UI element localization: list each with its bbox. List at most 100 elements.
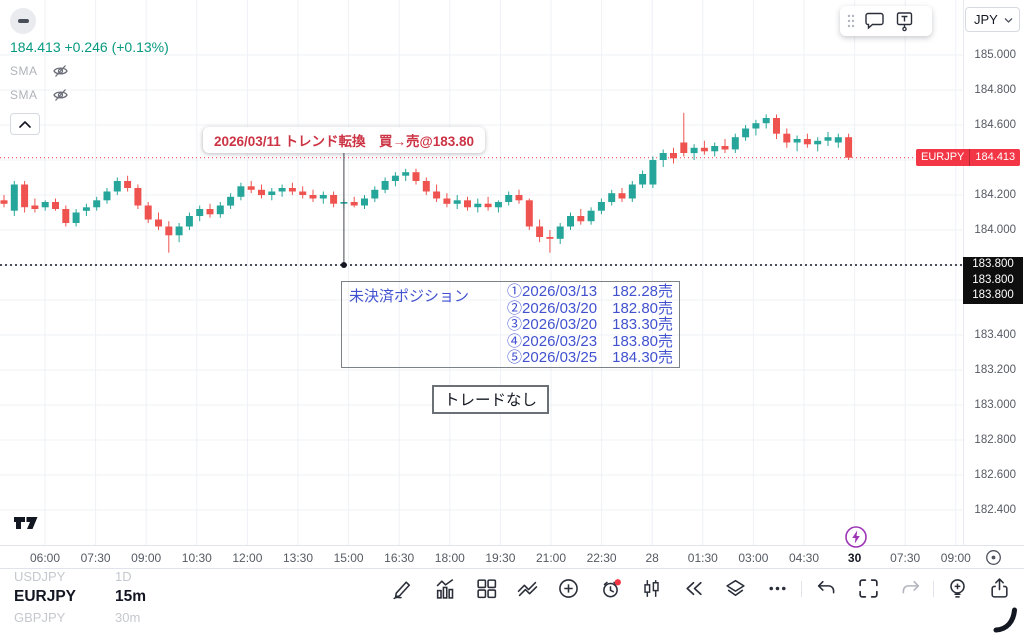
time-tick-label: 22:30 (586, 551, 617, 565)
price-tick-label: 184.800 (974, 84, 1016, 96)
position-row: ①2026/03/13 182.28売 (507, 283, 673, 300)
time-tick-label: 03:00 (738, 551, 769, 565)
current-price-label: EURJPY 184.413 (916, 149, 1021, 166)
drag-handle-icon[interactable] (847, 14, 855, 28)
currency-dropdown[interactable]: JPY (965, 7, 1020, 32)
reference-price-label: 183.800 (963, 272, 1023, 288)
time-tick-label: 04:30 (788, 551, 820, 565)
open-positions-box[interactable]: 未決済ポジション ①2026/03/13 182.28売 ②2026/03/20 … (341, 281, 680, 368)
time-tick-label: 13:30 (282, 551, 314, 565)
lightning-icon[interactable] (844, 525, 868, 549)
time-tick-label: 19:30 (485, 551, 516, 565)
time-tick-label: 07:30 (890, 551, 921, 565)
price-change-line: 184.413 +0.246 (+0.13%) (10, 39, 169, 55)
open-positions-title: 未決済ポジション (349, 288, 470, 305)
price-tick-label: 182.600 (974, 469, 1016, 481)
draw-pen-icon[interactable] (391, 577, 414, 600)
chevron-down-icon (1004, 17, 1013, 23)
interval-above[interactable]: 1D (115, 569, 132, 584)
time-tick-label: 01:30 (687, 551, 718, 565)
price-tick-label: 184.200 (974, 189, 1016, 201)
price-tick-label: 185.000 (974, 49, 1016, 61)
open-positions-rows: ①2026/03/13 182.28売 ②2026/03/20 182.80売 ③2… (507, 283, 673, 367)
chevron-up-icon (19, 120, 31, 128)
price-tick-label: 183.200 (974, 364, 1016, 376)
reference-price-label: 183.800 (963, 257, 1023, 273)
rewind-icon[interactable] (682, 577, 705, 600)
symbol-picker[interactable]: USDJPY EURJPY GBPJPY (14, 567, 76, 627)
legend: 184.413 +0.246 (+0.13%) SMA SMA (10, 8, 169, 135)
time-tick-label: 12:00 (232, 551, 263, 565)
time-tick-label: 09:00 (940, 551, 971, 565)
fullscreen-icon[interactable] (857, 577, 880, 600)
alert-clock-icon[interactable] (599, 577, 622, 600)
time-tick-label: 18:00 (434, 551, 465, 565)
chart-toolbar (0, 569, 1024, 614)
no-trade-note[interactable]: トレードなし (432, 385, 550, 414)
symbol-below[interactable]: GBPJPY (14, 610, 66, 625)
time-tick-label: 07:30 (80, 551, 111, 565)
comment-icon[interactable] (864, 11, 885, 31)
toolbar-divider (933, 581, 934, 597)
candles-icon[interactable] (640, 577, 663, 600)
toolbar-divider (801, 581, 802, 597)
time-axis[interactable]: 06:00 07:30 09:00 10:30 12:00 13:30 15:00 16:30… (0, 545, 1024, 568)
add-plus-icon[interactable] (557, 577, 580, 600)
more-dots-icon[interactable] (766, 577, 789, 600)
indicator-row-sma-1[interactable]: SMA (10, 63, 169, 79)
symbol-above[interactable]: USDJPY (14, 569, 66, 584)
time-tick-label: 16:30 (384, 551, 415, 565)
chart-canvas[interactable] (0, 0, 963, 545)
price-tick-label: 184.600 (974, 119, 1016, 131)
time-tick-label: 28 (645, 551, 659, 565)
goto-target-icon[interactable] (985, 549, 1002, 566)
legend-collapse-button[interactable] (10, 8, 36, 34)
drawing-mini-toolbar (840, 6, 932, 36)
time-tick-label: 09:00 (131, 551, 162, 565)
indicators-icon[interactable] (434, 577, 457, 600)
redo-icon[interactable] (899, 577, 922, 600)
price-tick-label: 183.400 (974, 329, 1016, 341)
current-price-value: 184.413 (970, 149, 1021, 166)
interval-selected[interactable]: 15m (115, 588, 147, 605)
price-tick-label: 184.000 (974, 224, 1016, 236)
currency-value: JPY (974, 12, 998, 27)
time-tick-label: 21:00 (535, 551, 567, 565)
bottom-bar: USDJPY EURJPY GBPJPY 1D 15m 30m (0, 568, 1024, 634)
eye-off-icon[interactable] (52, 88, 69, 102)
reference-price-label: 183.800 (963, 288, 1023, 304)
layers-icon[interactable] (724, 577, 747, 600)
trend-reversal-note[interactable]: 2026/03/11 トレンド転換 買→売@183.80 (202, 127, 486, 153)
interval-below[interactable]: 30m (115, 610, 141, 625)
position-row: ⑤2026/03/25 184.30売 (507, 349, 673, 367)
position-row: ④2026/03/23 183.80売 (507, 332, 673, 350)
symbol-selected[interactable]: EURJPY (14, 588, 77, 605)
legend-expand-button[interactable] (10, 113, 40, 135)
position-row: ③2026/03/20 183.30売 (507, 316, 673, 334)
share-icon[interactable] (988, 577, 1011, 600)
tradingview-logo[interactable] (13, 514, 39, 532)
collapse-minus-icon (17, 19, 29, 23)
layout-grid-icon[interactable] (475, 577, 498, 600)
price-tick-label: 182.800 (974, 434, 1016, 446)
eye-off-icon[interactable] (52, 64, 69, 78)
time-tick-label: 10:30 (181, 551, 212, 565)
position-row: ②2026/03/20 182.80売 (507, 299, 673, 317)
price-tick-label: 183.000 (974, 399, 1016, 411)
current-price-symbol: EURJPY (916, 149, 971, 166)
pattern-zigzag-icon[interactable] (516, 577, 539, 600)
idea-bulb-icon[interactable] (946, 577, 969, 600)
interval-picker[interactable]: 1D 15m 30m (115, 567, 146, 627)
indicator-label: SMA (10, 88, 38, 102)
price-tick-label: 182.400 (974, 504, 1016, 516)
indicator-row-sma-2[interactable]: SMA (10, 87, 169, 103)
time-tick-label: 06:00 (29, 551, 61, 565)
time-tick-label: 30 (847, 551, 862, 565)
candlestick-series (0, 112, 853, 253)
indicator-label: SMA (10, 64, 38, 78)
anchored-text-icon[interactable] (894, 11, 915, 32)
undo-icon[interactable] (815, 577, 838, 600)
crescent-mark (992, 607, 1020, 633)
time-tick-label: 15:00 (333, 551, 364, 565)
